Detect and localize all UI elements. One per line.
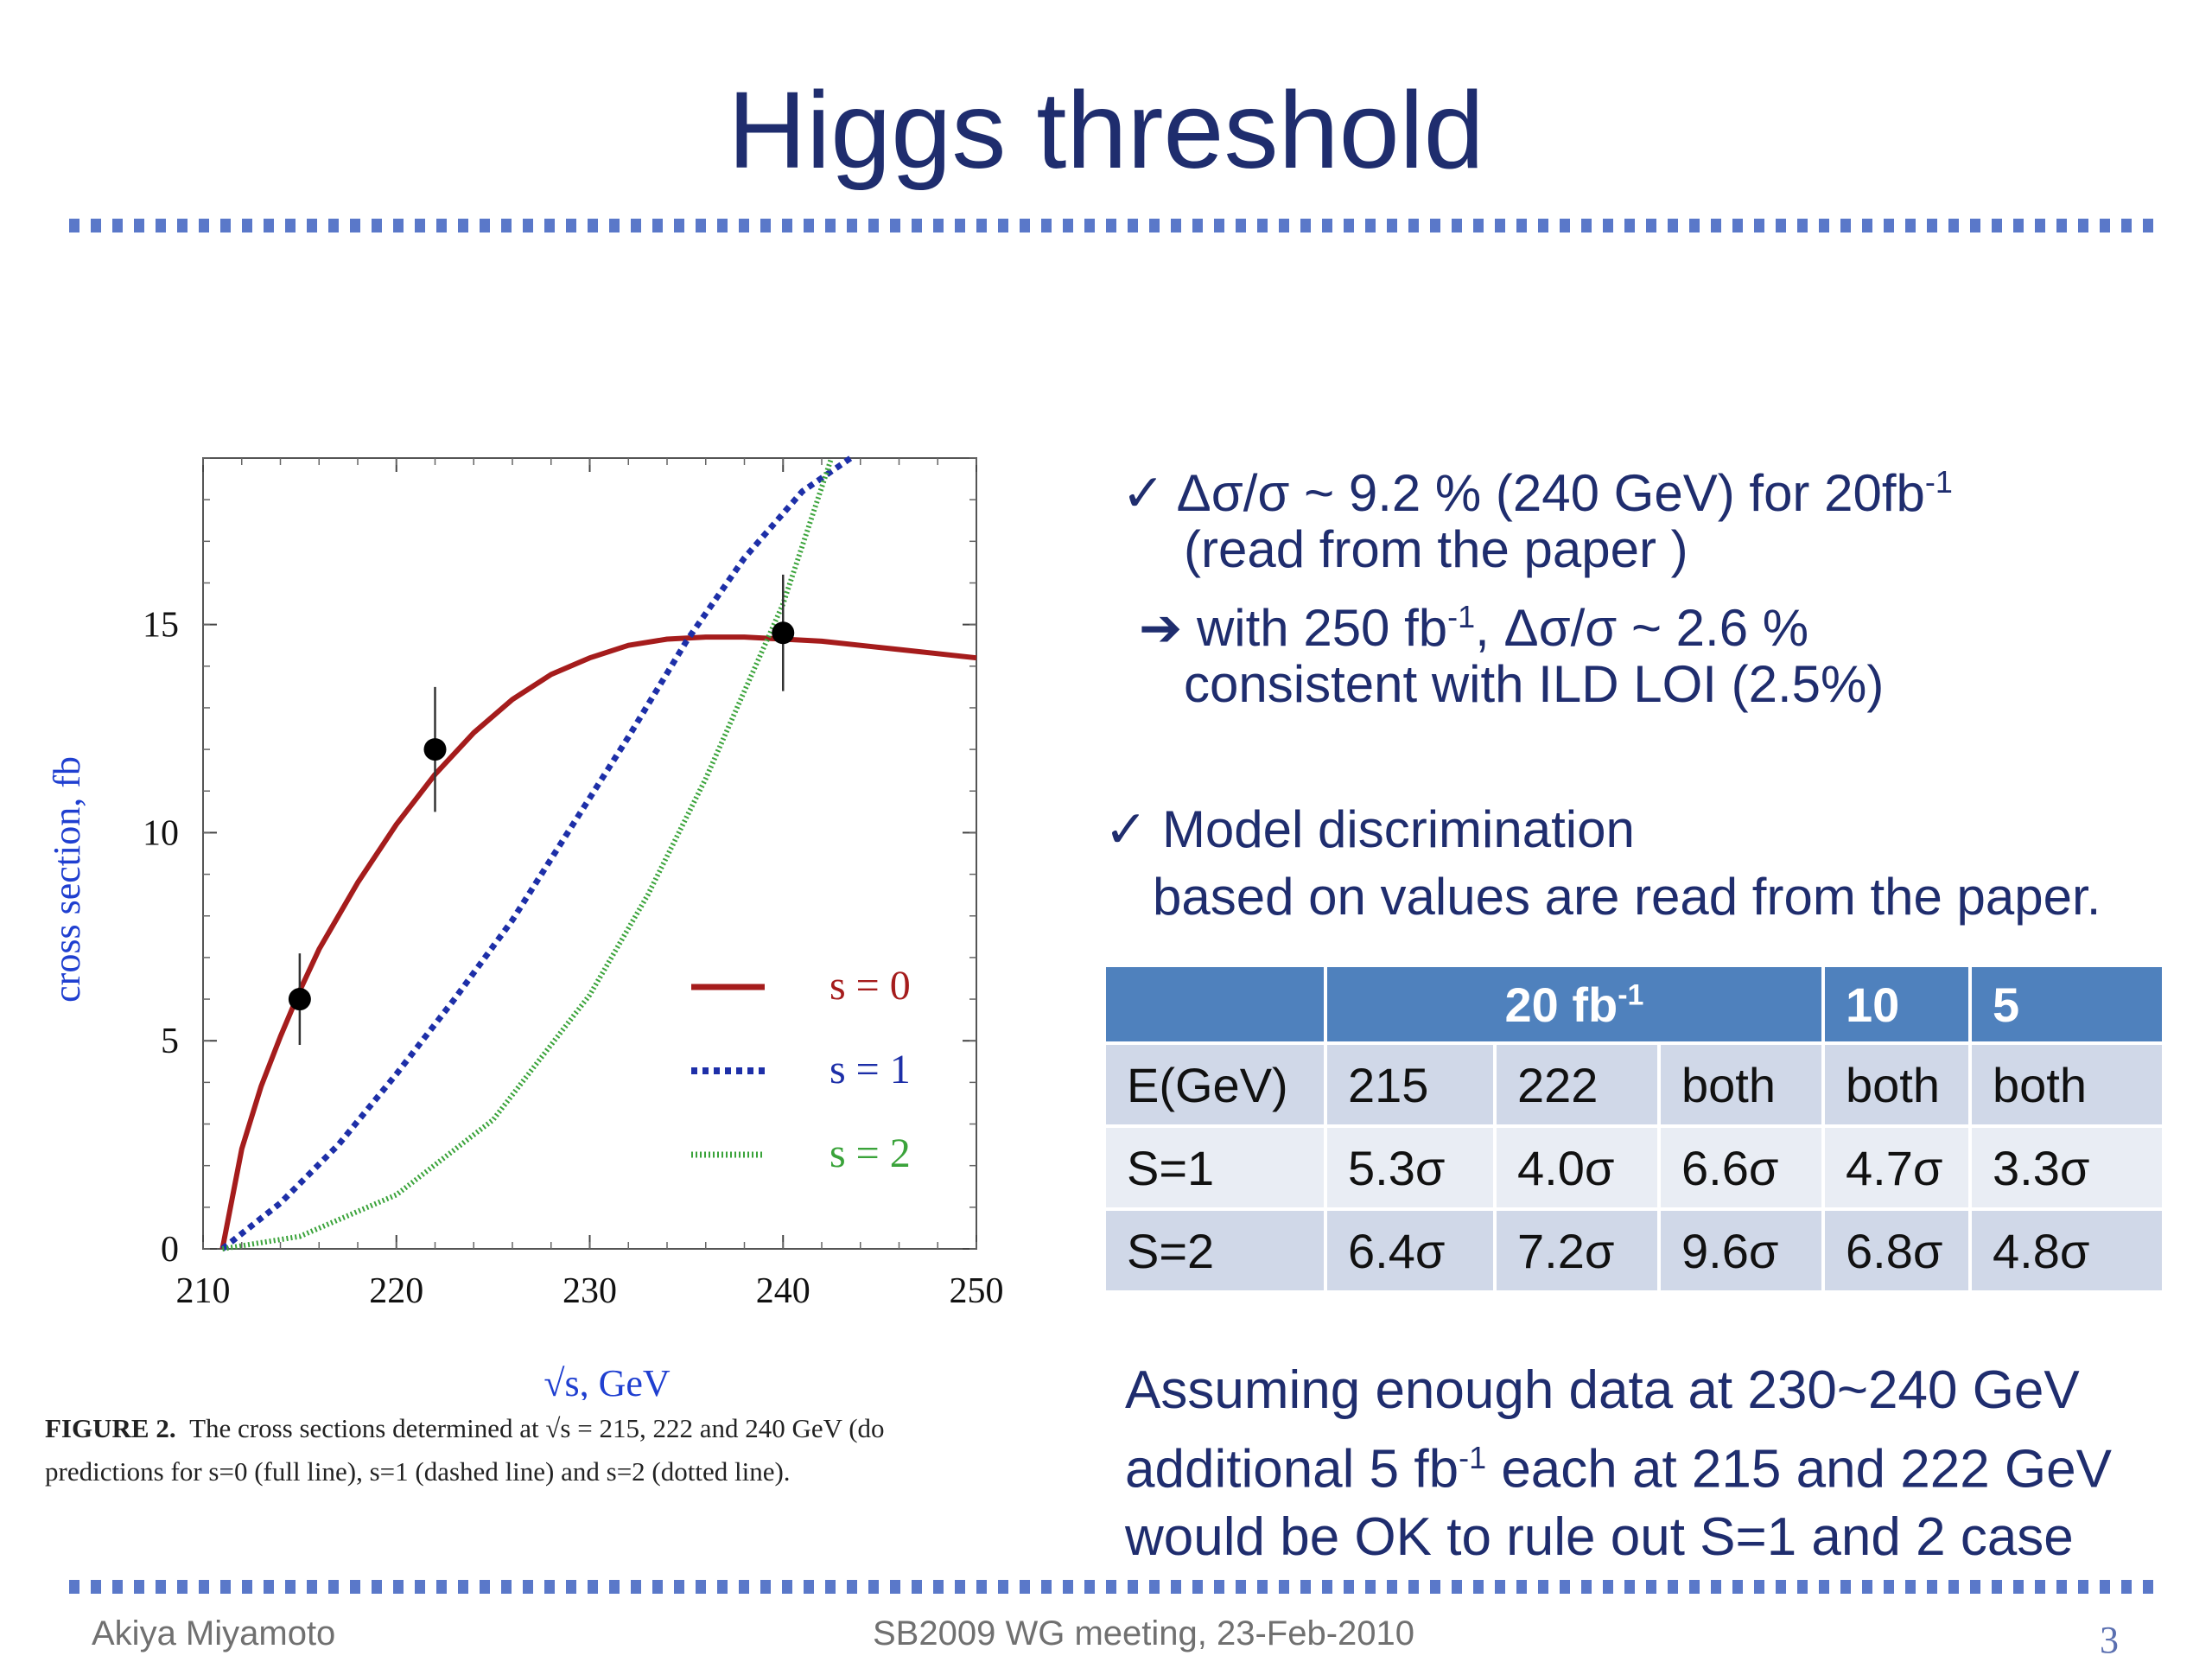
table-row: S=2 6.4σ 7.2σ 9.6σ 6.8σ 4.8σ [1103,1207,2165,1294]
table-cell: 9.6σ [1657,1207,1825,1294]
table-cell: 222 [1493,1041,1661,1128]
y-tick-label: 10 [143,813,179,853]
y-tick-label: 15 [143,606,179,646]
legend-label: s = 2 [830,1130,911,1176]
footer-meeting: SB2009 WG meeting, 23-Feb-2010 [873,1614,1415,1652]
title-divider [69,219,2160,232]
assumption-line1: Assuming enough data at 230~240 GeV [1125,1360,2080,1420]
legend-label: s = 1 [830,1047,911,1092]
table-cell: both [1657,1041,1825,1128]
page-number: 3 [2100,1619,2119,1661]
bullet-1-line4: consistent with ILD LOI (2.5%) [1184,655,1885,713]
check-icon: ✓ [1122,464,1166,522]
bullet-2-line2: based on values are read from the paper. [1153,868,2101,926]
cross-section-chart: 210 220 230 240 250 0 5 10 15 √s, GeV cross sectio… [46,455,1004,1400]
figure-caption: FIGURE 2. The cross sections determined … [45,1407,1103,1493]
table-cell: S=1 [1103,1124,1327,1211]
legend-label: s = 0 [830,963,911,1009]
x-tick-label: 250 [950,1271,1004,1311]
header-5: 5 [1968,964,2165,1045]
data-point [772,621,795,645]
significance-table: 20 fb-1 10 5 E(GeV) 215 222 both both bo… [1103,964,2165,1294]
x-tick-label: 240 [756,1271,810,1311]
table-cell: E(GeV) [1103,1041,1327,1128]
table-cell: 3.3σ [1968,1124,2165,1211]
x-tick-label: 230 [563,1271,617,1311]
bullet-1-line2: (read from the paper ) [1184,520,1688,578]
table-cell: 6.6σ [1657,1124,1825,1211]
table-row: E(GeV) 215 222 both both both [1103,1041,2165,1128]
table-cell: both [1821,1041,1972,1128]
table-header-row: 20 fb-1 10 5 [1103,964,2165,1045]
caption-label: FIGURE 2. [45,1413,176,1443]
data-point [423,738,447,761]
header-20fb: 20 fb-1 [1324,964,1825,1045]
bullet-2-line1: ✓ Model discrimination [1104,800,1635,858]
footer-divider [69,1580,2160,1594]
series-line-1 [220,455,853,1251]
footer-author: Akiya Miyamoto [92,1614,336,1652]
y-axis-label: cross section, fb [46,756,88,1003]
table-cell: 7.2σ [1493,1207,1661,1294]
header-blank-cell [1103,964,1327,1045]
table-cell: both [1968,1041,2165,1128]
table-cell: 215 [1324,1041,1497,1128]
assumption-line3: would be OK to rule out S=1 and 2 case [1125,1506,2074,1567]
bullet-1-line3: ➔ with 250 fb-1, Δσ/σ ~ 2.6 % [1139,599,1809,657]
y-tick-label: 5 [161,1022,179,1061]
bullet-1-line1: ✓ Δσ/σ ~ 9.2 % (240 GeV) for 20fb-1 [1122,464,1953,522]
x-tick-label: 220 [369,1271,423,1311]
slide-title: Higgs threshold [728,69,1484,191]
check-icon: ✓ [1104,800,1148,858]
header-10: 10 [1821,964,1972,1045]
arrow-icon: ➔ [1139,599,1183,657]
table-row: S=1 5.3σ 4.0σ 6.6σ 4.7σ 3.3σ [1103,1124,2165,1211]
assumption-text: Assuming enough data at 230~240 GeV addi… [1125,1357,2112,1571]
caption-line2: predictions for s=0 (full line), s=1 (da… [45,1456,791,1487]
y-tick-label: 0 [161,1230,179,1270]
table-cell: 5.3σ [1324,1124,1497,1211]
table-cell: 4.7σ [1821,1124,1972,1211]
table-cell: 4.8σ [1968,1207,2165,1294]
assumption-line2: additional 5 fb-1 each at 215 and 222 Ge… [1125,1439,2112,1500]
caption-line1: The cross sections determined at √s = 21… [189,1413,885,1443]
table-cell: 6.8σ [1821,1207,1972,1294]
x-axis-label: √s, GeV [543,1362,671,1400]
table-cell: 6.4σ [1324,1207,1497,1294]
table-cell: S=2 [1103,1207,1327,1294]
series-line-2 [221,457,835,1251]
x-tick-label: 210 [176,1271,231,1311]
data-point [288,988,311,1011]
table-cell: 4.0σ [1493,1124,1661,1211]
